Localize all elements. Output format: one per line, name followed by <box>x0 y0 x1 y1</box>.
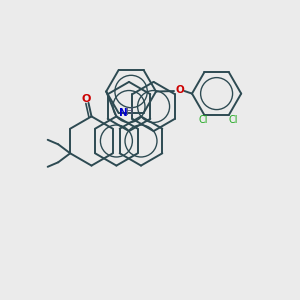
Text: N: N <box>119 108 128 118</box>
Text: O: O <box>81 94 91 104</box>
Text: Cl: Cl <box>228 115 238 125</box>
Text: Cl: Cl <box>198 115 208 125</box>
Text: H: H <box>126 107 134 117</box>
Text: O: O <box>175 85 184 95</box>
